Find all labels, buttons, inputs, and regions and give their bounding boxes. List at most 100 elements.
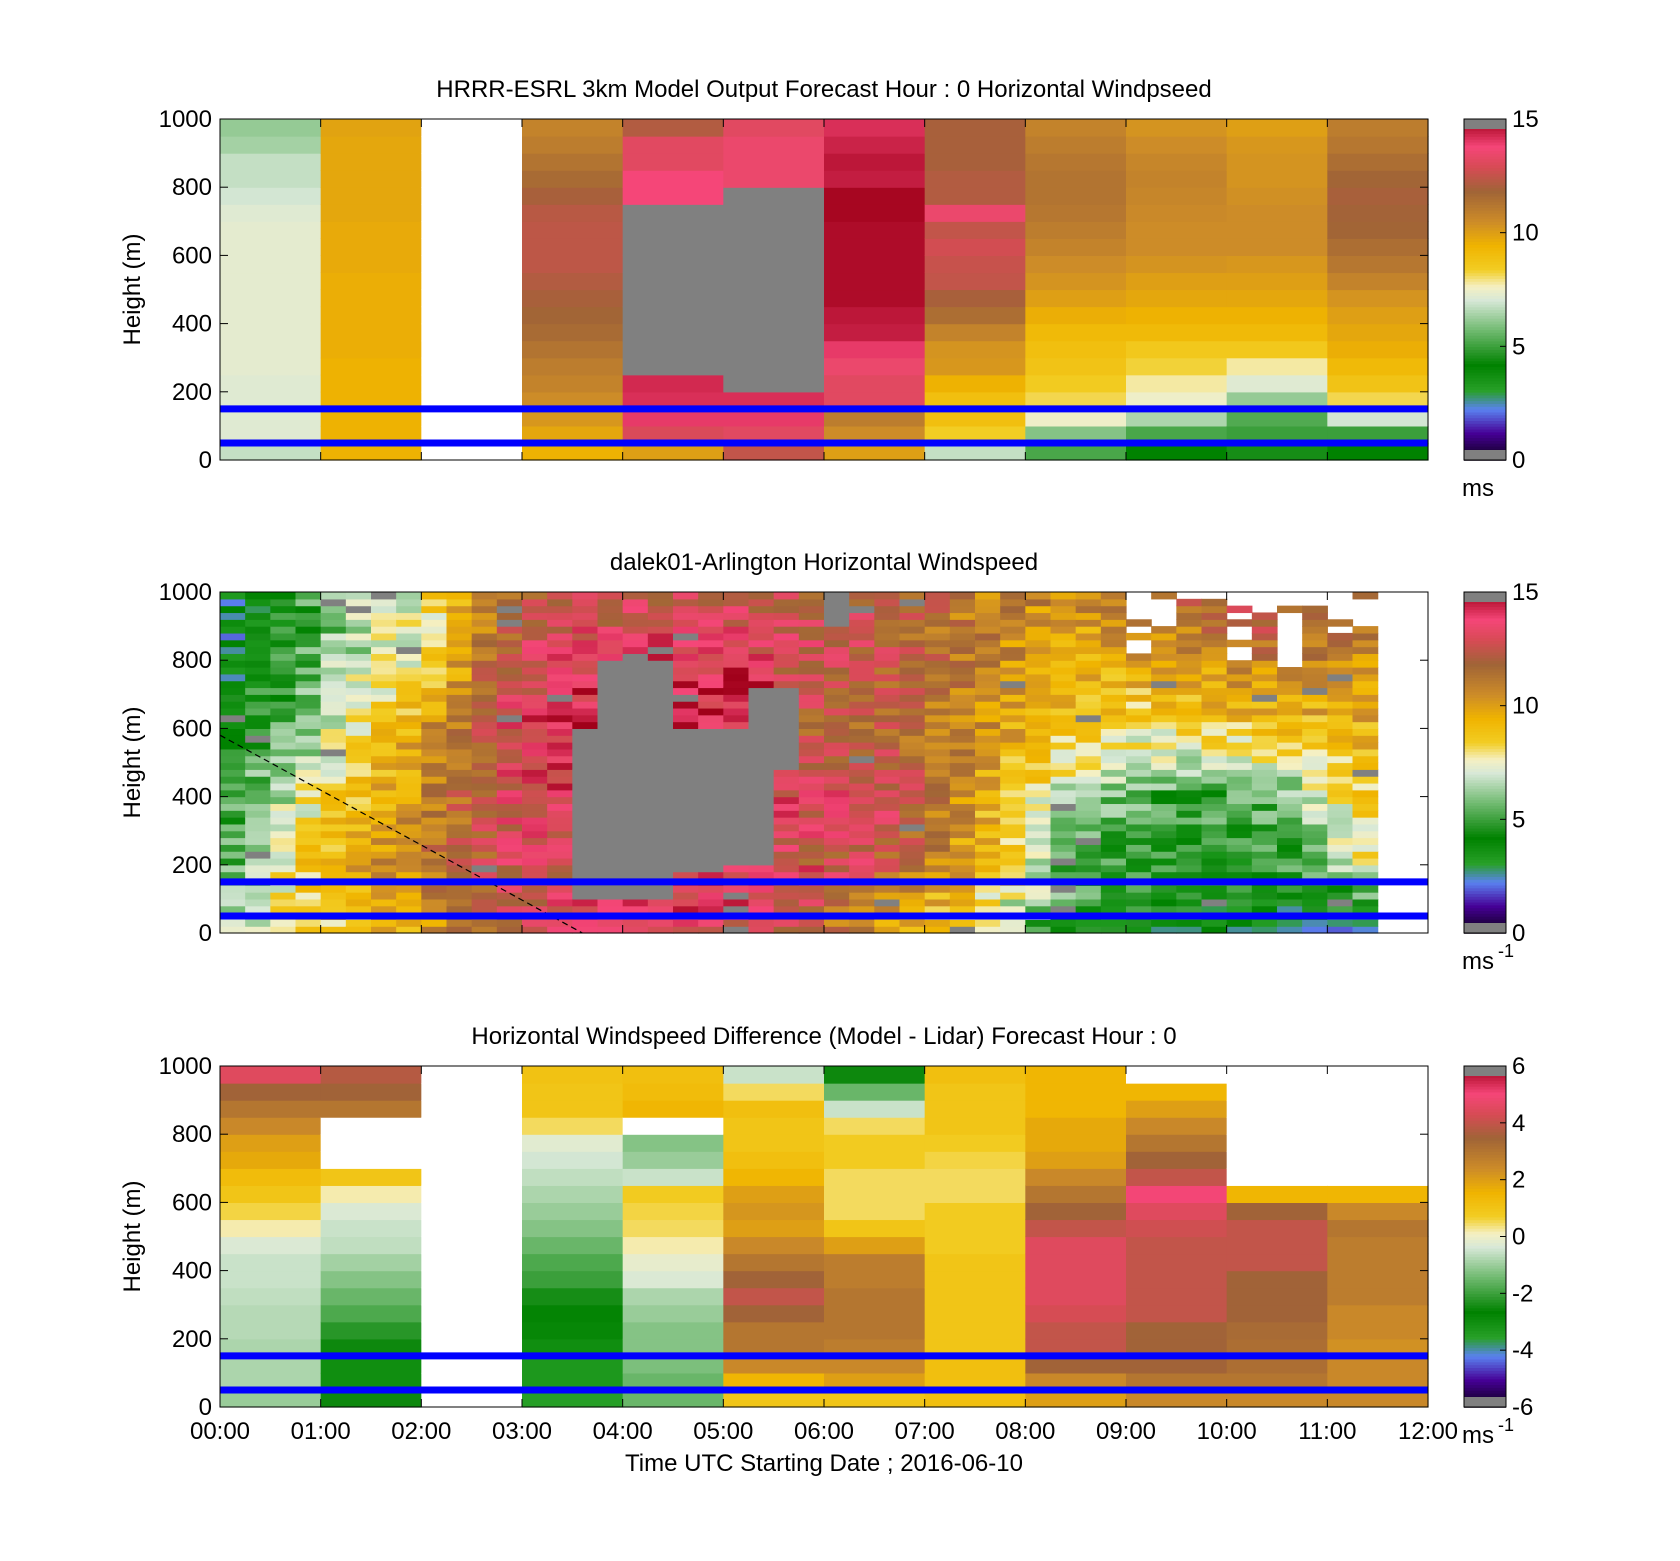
heatmap-cell xyxy=(824,728,850,736)
x-tick-label: 08:00 xyxy=(995,1418,1055,1445)
heatmap-cell xyxy=(673,844,699,852)
heatmap-cell xyxy=(1151,742,1177,750)
heatmap-cell xyxy=(522,272,624,291)
heatmap-cell xyxy=(1327,1100,1429,1118)
heatmap-cell xyxy=(874,871,901,880)
heatmap-cell xyxy=(1226,1185,1328,1203)
colorbar-segment xyxy=(1464,337,1506,342)
heatmap-cell xyxy=(673,892,699,900)
heatmap-cell xyxy=(622,769,649,777)
heatmap-cell xyxy=(421,272,523,291)
heatmap-cell xyxy=(220,810,246,818)
colorbar-segment xyxy=(1464,249,1506,254)
colorbar-segment xyxy=(1464,1344,1506,1349)
heatmap-cell xyxy=(496,892,523,900)
heatmap-cell xyxy=(421,1151,523,1169)
heatmap-cell xyxy=(1277,707,1303,716)
heatmap-cell xyxy=(748,632,775,641)
heatmap-cell xyxy=(647,844,674,852)
heatmap-cell xyxy=(1176,864,1203,873)
heatmap-cell xyxy=(698,857,724,866)
heatmap-cell xyxy=(572,769,599,777)
y-tick-label: 600 xyxy=(172,242,212,269)
heatmap-cell xyxy=(1327,306,1429,325)
colorbar-segment xyxy=(1464,244,1506,248)
colorbar-segment xyxy=(1464,771,1506,775)
chart-title: Horizontal Windspeed Difference (Model -… xyxy=(471,1023,1176,1050)
heatmap-cell xyxy=(446,844,473,852)
heatmap-cell xyxy=(270,714,297,723)
heatmap-cell xyxy=(849,776,875,784)
heatmap-cell xyxy=(496,755,523,764)
heatmap-cell xyxy=(1100,646,1127,654)
heatmap-cell xyxy=(320,667,347,675)
heatmap-cell xyxy=(547,796,573,805)
heatmap-cell xyxy=(824,905,850,914)
heatmap-cell xyxy=(949,646,976,654)
colorbar-segment xyxy=(1464,423,1506,427)
heatmap-cell xyxy=(446,639,473,648)
heatmap-cell xyxy=(371,735,397,743)
heatmap-cell xyxy=(723,776,750,784)
heatmap-cell xyxy=(421,653,448,661)
colorbar-segment xyxy=(1464,1091,1506,1096)
heatmap-cell xyxy=(673,837,699,845)
heatmap-cell xyxy=(698,864,724,873)
heatmap-cell xyxy=(924,837,951,845)
heatmap-cell xyxy=(1025,721,1052,729)
heatmap-cell xyxy=(824,204,926,222)
heatmap-cell xyxy=(320,844,347,852)
heatmap-cell xyxy=(522,626,548,634)
heatmap-cell xyxy=(698,776,724,784)
heatmap-cell xyxy=(446,803,473,811)
heatmap-cell xyxy=(547,817,573,825)
heatmap-cell xyxy=(748,810,775,818)
heatmap-cell xyxy=(396,789,422,798)
heatmap-cell xyxy=(320,221,422,239)
heatmap-cell xyxy=(622,592,649,600)
heatmap-cell xyxy=(874,926,901,934)
colorbar-segment xyxy=(1464,1367,1506,1371)
heatmap-cell xyxy=(949,919,976,927)
heatmap-cell xyxy=(1126,762,1152,770)
heatmap-cell xyxy=(1277,864,1303,873)
colorbar-segment xyxy=(1464,1219,1506,1224)
heatmap-cell xyxy=(1075,864,1102,873)
heatmap-cell xyxy=(371,762,397,770)
heatmap-cell xyxy=(1327,810,1354,818)
heatmap-cell xyxy=(698,728,724,736)
heatmap-cell xyxy=(1201,817,1228,825)
heatmap-cell xyxy=(471,639,498,648)
heatmap-cell xyxy=(1151,769,1177,777)
heatmap-cell xyxy=(924,1236,1026,1255)
heatmap-cell xyxy=(1025,1304,1127,1323)
heatmap-cell xyxy=(773,632,800,641)
colorbar-tick-label: 15 xyxy=(1512,106,1539,133)
heatmap-cell xyxy=(421,660,448,668)
heatmap-cell xyxy=(396,898,422,907)
colorbar-segment xyxy=(1464,1270,1506,1275)
heatmap-cell xyxy=(647,707,674,716)
colorbar-segment xyxy=(1464,736,1506,741)
heatmap-cell xyxy=(1201,660,1228,668)
heatmap-cell xyxy=(622,340,724,359)
colorbar-segment xyxy=(1464,1324,1506,1329)
heatmap-cell xyxy=(522,119,624,137)
heatmap-cell xyxy=(572,673,599,682)
heatmap-cell xyxy=(522,680,548,689)
heatmap-cell xyxy=(874,735,901,743)
heatmap-cell xyxy=(1075,748,1102,757)
heatmap-cell xyxy=(1176,803,1203,811)
heatmap-cell xyxy=(597,626,624,634)
heatmap-cell xyxy=(773,667,800,675)
colorbar-segment xyxy=(1464,836,1506,841)
heatmap-cell xyxy=(647,694,674,702)
heatmap-cell xyxy=(1025,796,1052,805)
heatmap-cell xyxy=(295,755,322,764)
heatmap-cell xyxy=(547,892,573,900)
heatmap-cell xyxy=(1327,204,1429,222)
colorbar-segment xyxy=(1464,388,1506,393)
heatmap-cell xyxy=(421,789,448,798)
heatmap-cell xyxy=(245,837,271,845)
heatmap-cell xyxy=(245,782,271,791)
